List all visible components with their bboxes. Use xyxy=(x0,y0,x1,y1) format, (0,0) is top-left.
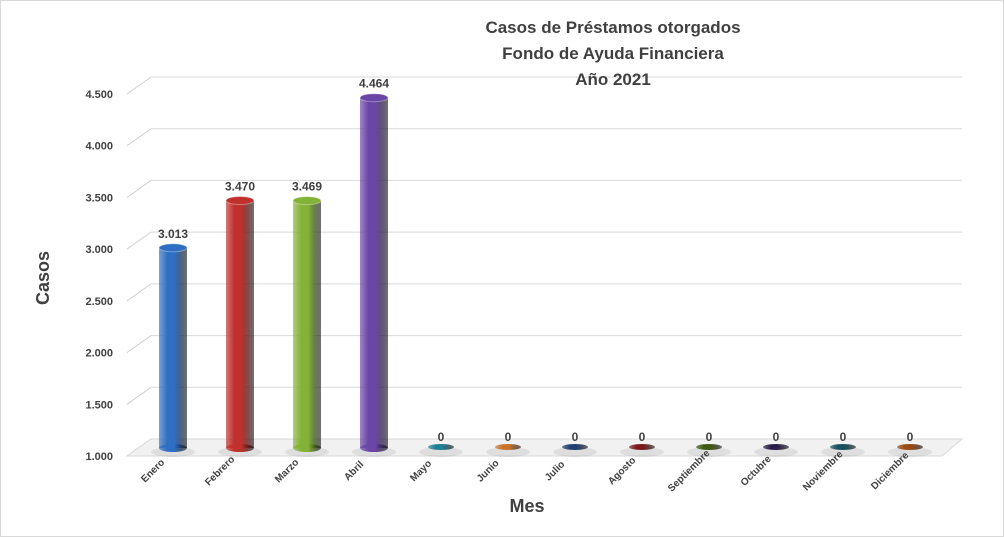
x-tick-junio: Junio xyxy=(475,458,502,485)
x-tick-marzo: Marzo xyxy=(273,457,301,485)
gridline-side xyxy=(126,76,152,95)
y-axis-title: Casos xyxy=(33,251,53,305)
data-label-julio: 0 xyxy=(572,430,579,444)
data-label-junio: 0 xyxy=(505,430,512,444)
y-tick-label: 3.500 xyxy=(85,192,113,204)
data-label-agosto: 0 xyxy=(639,430,646,444)
data-label-enero: 3.013 xyxy=(158,227,188,241)
x-tick-octubre: Octubre xyxy=(739,453,774,488)
bar-diciembre xyxy=(888,444,932,457)
bar-marzo xyxy=(285,196,329,457)
data-label-abril: 4.464 xyxy=(359,77,389,91)
y-axis-ticks: 1.000 1.500 2.000 2.500 3.000 3.500 4.000 4.500 xyxy=(85,89,113,463)
bar-febrero xyxy=(218,196,262,457)
bar-noviembre xyxy=(821,444,865,457)
bar-enero xyxy=(151,243,195,457)
y-tick-label: 4.500 xyxy=(85,89,113,101)
y-tick-label: 2.000 xyxy=(85,348,113,360)
y-tick-label: 2.500 xyxy=(85,296,113,308)
floor-plane xyxy=(125,438,964,457)
bar-julio xyxy=(553,444,597,457)
bar-octubre xyxy=(754,444,798,457)
bar-junio xyxy=(486,444,530,457)
x-tick-agosto: Agosto xyxy=(606,455,638,487)
y-tick-label: 4.000 xyxy=(85,141,113,153)
gridline-side xyxy=(126,231,152,250)
bars xyxy=(151,93,932,457)
data-label-octubre: 0 xyxy=(773,430,780,444)
bar-agosto xyxy=(620,444,664,457)
chart-floor xyxy=(125,438,964,457)
y-tick-label: 1.500 xyxy=(85,399,113,411)
chart-title-line-2: Fondo de Ayuda Financiera xyxy=(502,44,724,63)
bar-abril xyxy=(352,93,396,457)
data-label-noviembre: 0 xyxy=(840,430,847,444)
x-tick-mayo: Mayo xyxy=(408,458,434,484)
chart-title-line-3: Año 2021 xyxy=(575,70,651,89)
gridline-side xyxy=(126,128,152,147)
chart-title-line-1: Casos de Préstamos otorgados xyxy=(485,18,740,37)
x-tick-febrero: Febrero xyxy=(203,454,237,488)
data-label-marzo: 3.469 xyxy=(292,180,322,194)
bar-mayo xyxy=(419,444,463,457)
data-label-mayo: 0 xyxy=(438,430,445,444)
x-tick-julio: Julio xyxy=(543,459,567,483)
data-label-febrero: 3.470 xyxy=(225,180,255,194)
x-axis-title: Mes xyxy=(509,496,544,516)
data-label-diciembre: 0 xyxy=(907,430,914,444)
data-labels: 3.013 3.470 3.469 4.464 0 0 0 0 0 0 0 0 xyxy=(158,77,914,444)
data-label-septiembre: 0 xyxy=(706,430,713,444)
x-tick-abril: Abril xyxy=(342,459,366,483)
gridline-side xyxy=(126,335,152,353)
gridline-side xyxy=(126,283,152,302)
bar-septiembre xyxy=(687,444,731,457)
x-tick-enero: Enero xyxy=(139,457,167,485)
y-tick-label: 3.000 xyxy=(85,244,113,256)
gridline-side xyxy=(126,386,152,405)
gridline-side xyxy=(126,180,152,198)
y-tick-label: 1.000 xyxy=(85,451,113,463)
